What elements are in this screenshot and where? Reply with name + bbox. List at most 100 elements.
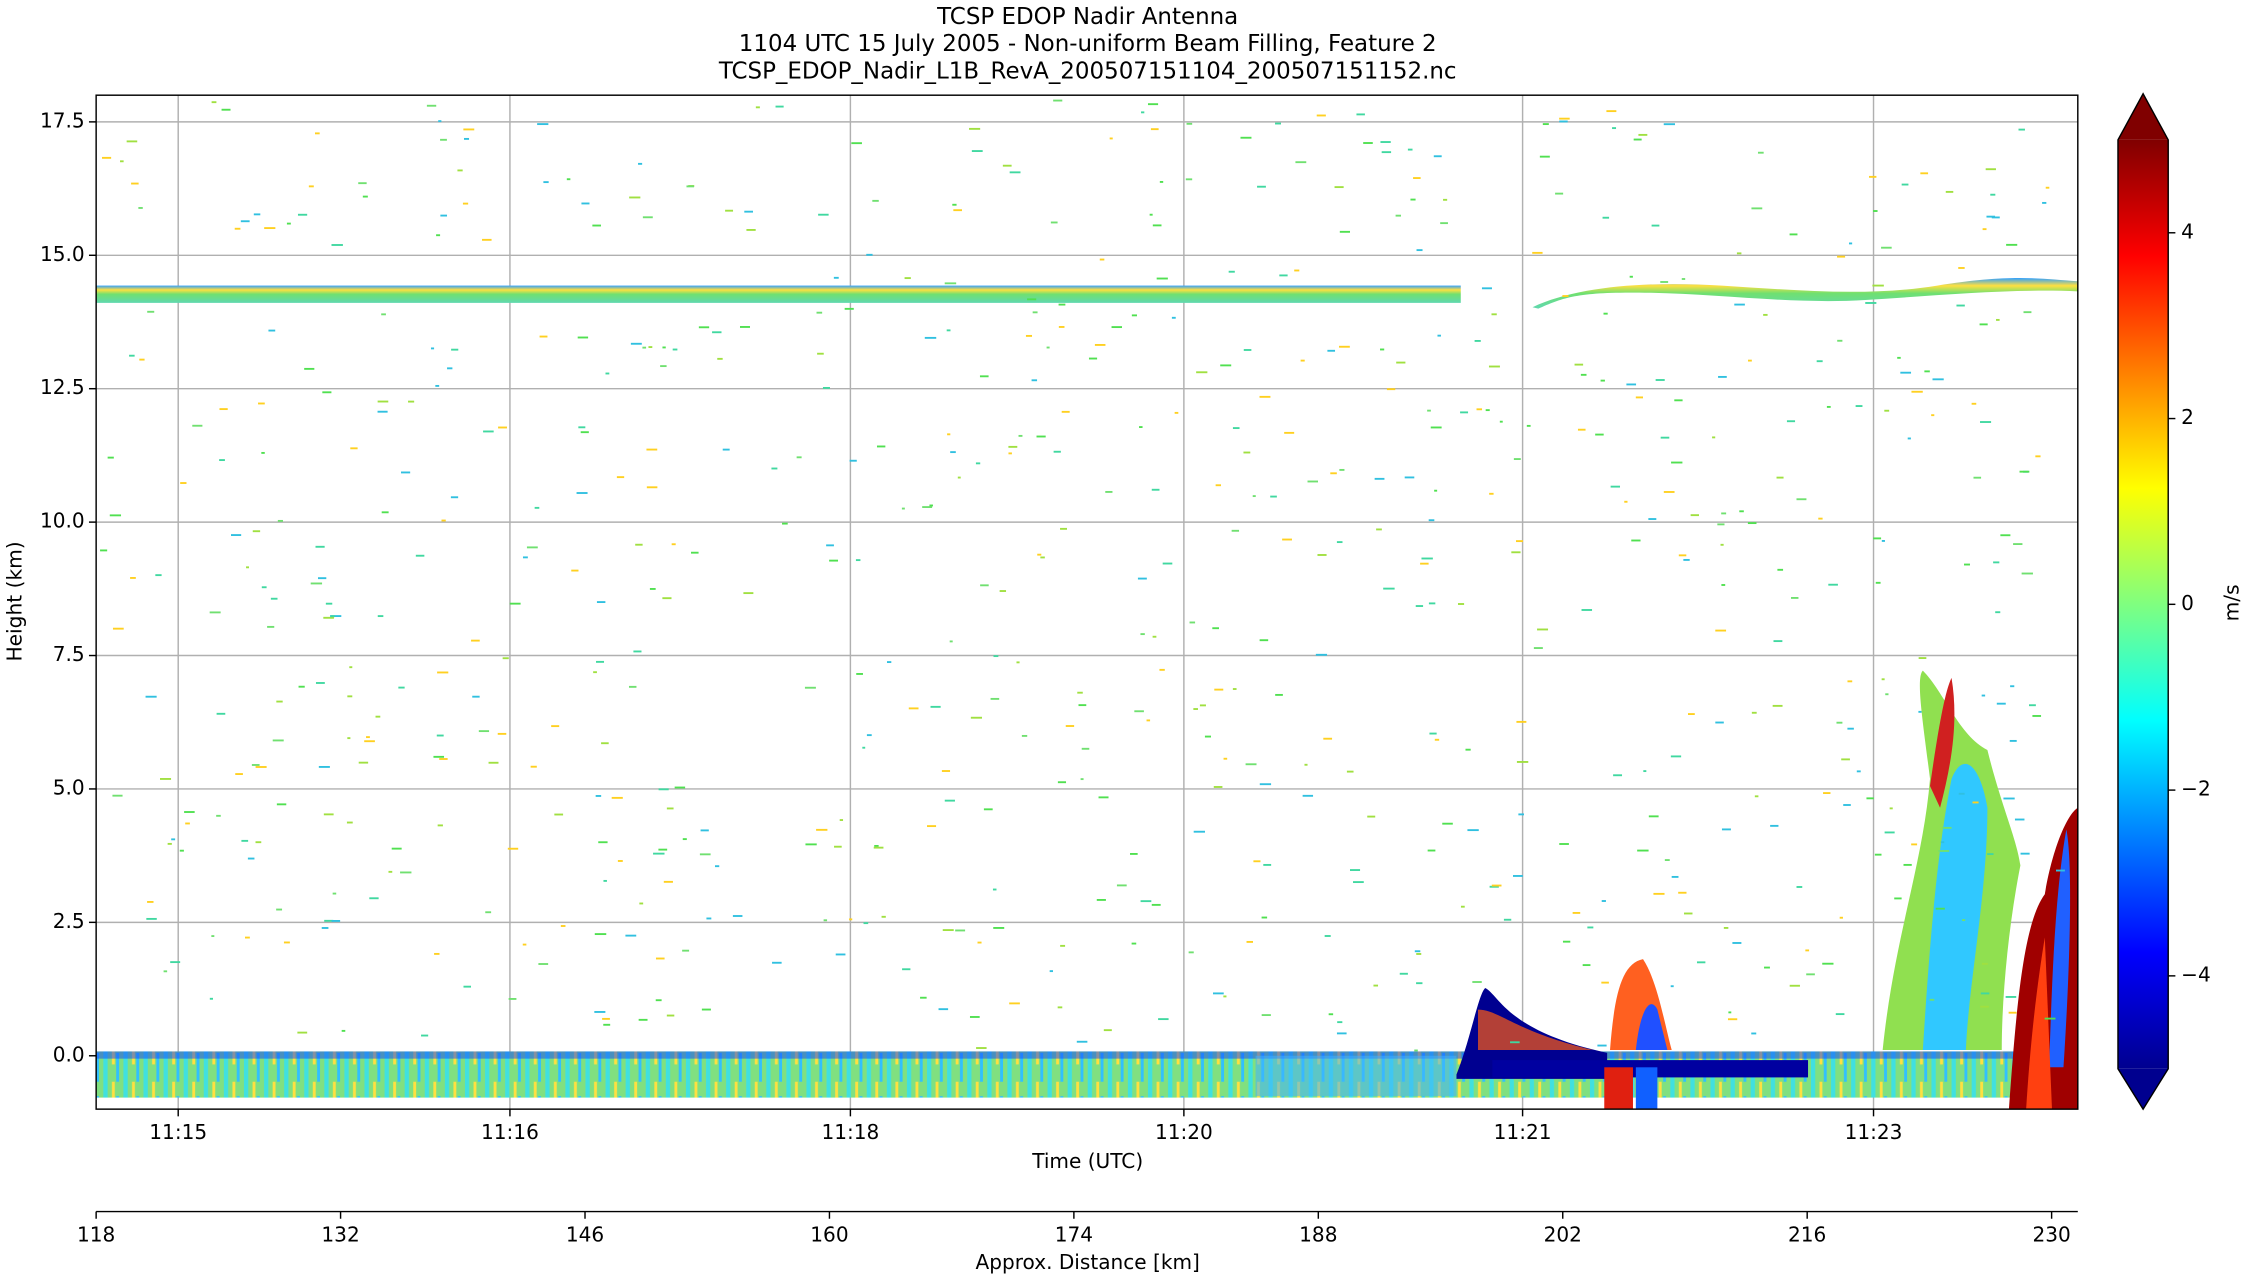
speckle-dot bbox=[957, 476, 961, 479]
speckle-dot bbox=[635, 543, 643, 546]
speckle-dot bbox=[1773, 640, 1783, 643]
speckle-dot bbox=[1638, 133, 1648, 136]
speckle-dot bbox=[1008, 445, 1018, 448]
filename: TCSP_EDOP_Nadir_L1B_RevA_200507151104_20… bbox=[718, 59, 1457, 85]
speckle-dot bbox=[1472, 981, 1482, 983]
speckle-dot bbox=[1096, 898, 1106, 901]
speckle-dot bbox=[1664, 859, 1670, 861]
speckle-dot bbox=[483, 430, 494, 433]
speckle-dot bbox=[2045, 186, 2050, 189]
speckle-dot bbox=[1323, 737, 1333, 740]
speckle-dot bbox=[1263, 863, 1272, 866]
speckle-dot bbox=[102, 156, 112, 159]
speckle-dot bbox=[268, 329, 276, 332]
speckle-dot bbox=[1748, 359, 1752, 362]
speckle-dot bbox=[872, 199, 879, 202]
speckle-dot bbox=[672, 348, 678, 351]
speckle-dot bbox=[267, 625, 275, 628]
speckle-dot bbox=[1324, 935, 1331, 937]
speckle-dot bbox=[1376, 528, 1382, 531]
speckle-dot bbox=[298, 685, 305, 688]
cloud-band bbox=[96, 285, 1461, 303]
speckle-dot bbox=[1330, 472, 1337, 475]
speckle-dot bbox=[231, 534, 242, 536]
speckle-dot bbox=[594, 933, 607, 936]
speckle-dot bbox=[498, 426, 507, 429]
speckle-dot bbox=[184, 811, 195, 813]
speckle-dot bbox=[1772, 704, 1783, 707]
speckle-dot bbox=[1670, 755, 1682, 758]
speckle-dot bbox=[601, 742, 609, 745]
speckle-dot bbox=[1460, 905, 1465, 908]
speckle-dot bbox=[844, 307, 854, 310]
speckle-dot bbox=[1270, 495, 1277, 498]
speckle-dot bbox=[611, 796, 623, 799]
speckle-dot bbox=[1671, 461, 1683, 464]
speckle-dot bbox=[660, 365, 667, 368]
speckle-dot bbox=[1188, 951, 1194, 954]
speckle-dot bbox=[1098, 796, 1109, 799]
speckle-dot bbox=[2029, 704, 2036, 707]
speckle-dot bbox=[1261, 916, 1268, 919]
speckle-dot bbox=[377, 400, 389, 403]
speckle-dot bbox=[1881, 678, 1885, 681]
speckle-dot bbox=[1232, 427, 1240, 430]
speckle-dot bbox=[1516, 761, 1529, 763]
speckle-dot bbox=[1212, 627, 1220, 630]
speckle-dot bbox=[350, 447, 358, 450]
speckle-dot bbox=[616, 476, 625, 479]
colorbar: −4 −2 0 2 4 bbox=[2117, 92, 2211, 1111]
speckle-dot bbox=[1841, 758, 1850, 761]
speckle-dot bbox=[2018, 128, 2025, 131]
speckle-dot bbox=[1796, 886, 1803, 888]
speckle-dot bbox=[576, 492, 588, 494]
speckle-dot bbox=[543, 181, 549, 184]
speckle-dot bbox=[1993, 561, 2000, 564]
speckle-dot bbox=[1805, 949, 1810, 952]
speckle-dot bbox=[1873, 210, 1878, 212]
speckle-dot bbox=[874, 844, 879, 847]
speckle-dot bbox=[1537, 628, 1549, 631]
speckle-dot bbox=[1380, 348, 1385, 351]
x2-tick-label: 216 bbox=[1788, 1223, 1826, 1247]
speckle-dot bbox=[941, 770, 951, 772]
speckle-dot bbox=[1837, 339, 1843, 342]
speckle-dot bbox=[138, 207, 143, 209]
x2-tick-label: 118 bbox=[77, 1223, 115, 1247]
speckle-dot bbox=[1413, 177, 1421, 179]
speckle-dot bbox=[1600, 379, 1605, 382]
speckle-dot bbox=[1612, 127, 1617, 130]
speckle-dot bbox=[946, 329, 951, 332]
speckle-dot bbox=[255, 841, 262, 844]
speckle-dot bbox=[2014, 818, 2025, 821]
speckle-dot bbox=[1279, 274, 1288, 277]
speckle-dot bbox=[1835, 1013, 1845, 1016]
speckle-dot bbox=[277, 519, 283, 522]
speckle-dot bbox=[823, 919, 828, 922]
speckle-dot bbox=[219, 459, 225, 462]
speckle-dot bbox=[488, 761, 499, 764]
speckle-dot bbox=[1982, 228, 1987, 231]
speckle-dot bbox=[509, 602, 521, 605]
speckle-dot bbox=[1053, 450, 1061, 453]
speckle-dot bbox=[653, 852, 665, 855]
speckle-dot bbox=[1924, 370, 1930, 373]
speckle-dot bbox=[192, 424, 203, 427]
speckle-dot bbox=[1751, 711, 1757, 714]
speckle-dot bbox=[1016, 661, 1020, 664]
speckle-dot bbox=[1786, 420, 1796, 423]
speckle-dot bbox=[1559, 117, 1570, 120]
speckle-dot bbox=[1866, 797, 1874, 800]
x2-tick-label: 202 bbox=[1544, 1223, 1582, 1247]
speckle-dot bbox=[2044, 1017, 2056, 1020]
speckle-dot bbox=[952, 203, 957, 206]
speckle-dot bbox=[2003, 797, 2015, 800]
speckle-dot bbox=[992, 888, 997, 891]
speckle-dot bbox=[1196, 371, 1208, 374]
speckle-dot bbox=[1513, 458, 1521, 460]
speckle-dot bbox=[437, 671, 449, 674]
speckle-dot bbox=[1078, 704, 1087, 707]
speckle-dot bbox=[1151, 488, 1160, 491]
speckle-dot bbox=[1671, 875, 1679, 878]
